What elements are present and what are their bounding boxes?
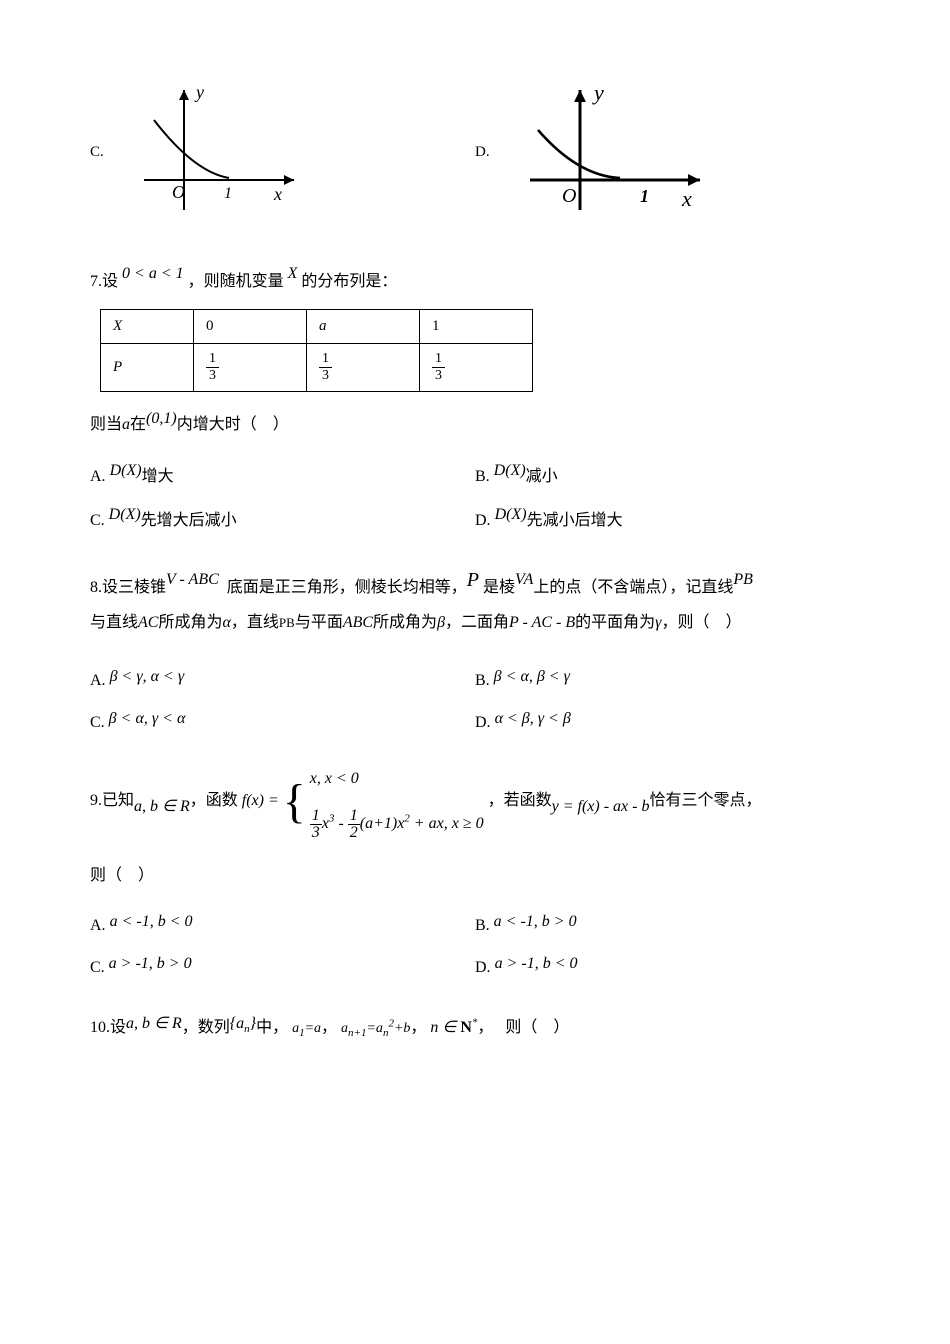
graph-c: O 1 x y	[124, 80, 304, 225]
graph-d: O 1 x y	[510, 80, 710, 225]
t-v-a: a	[307, 310, 420, 344]
q7-opt-d[interactable]: D. D(X)先减小后增大	[475, 506, 860, 530]
svg-text:x: x	[273, 184, 282, 204]
t-v-1: 1	[420, 310, 533, 344]
q9-num: 9.	[90, 792, 102, 809]
q8-stem: 8.设三棱锥V - ABC 底面是正三角形，侧棱长均相等，P 是棱VA上的点（不…	[90, 558, 860, 640]
q9-tail: 则（ ）	[90, 861, 860, 885]
q8-opt-d[interactable]: D. α < β, γ < β	[475, 710, 860, 732]
q9-piecewise: { x, x < 0 13x3 - 12(a+1)x2 + ax, x ≥ 0	[283, 760, 484, 843]
q7-X: X	[288, 265, 298, 282]
svg-text:x: x	[681, 186, 692, 211]
q7-stem: 7.设 0 < a < 1 ，则随机变量 X 的分布列是：	[90, 265, 860, 291]
t-p-0: 13	[194, 344, 307, 392]
q7-tail: 则当a在(0,1)内增大时（ ）	[90, 410, 860, 434]
q7-cond: 0 < a < 1	[122, 265, 184, 282]
q8-options: A. β < γ, α < γ B. β < α, β < γ C. β < α…	[90, 658, 860, 742]
q7-table: X 0 a 1 P 13 13 13	[100, 309, 533, 392]
q7-num: 7.	[90, 273, 102, 290]
q7-options: A. D(X)增大 B. D(X)减小 C. D(X)先增大后减小 D. D(X…	[90, 452, 860, 540]
q9-opt-c[interactable]: C. a > -1, b > 0	[90, 955, 475, 977]
svg-text:1: 1	[640, 186, 649, 206]
option-c-label: C.	[90, 144, 104, 161]
q7-opt-b[interactable]: B. D(X)减小	[475, 462, 860, 486]
q8-num: 8.	[90, 579, 102, 596]
option-d-label: D.	[475, 144, 490, 161]
q8-opt-b[interactable]: B. β < α, β < γ	[475, 668, 860, 690]
svg-text:1: 1	[224, 185, 232, 202]
t-p-1: 13	[307, 344, 420, 392]
svg-text:y: y	[194, 82, 204, 102]
q7-opt-a[interactable]: A. D(X)增大	[90, 462, 475, 486]
q9-opt-d[interactable]: D. a > -1, b < 0	[475, 955, 860, 977]
q10-stem: 10.设a, b ∈ R，数列{an}中， a1=a， an+1=an2+b， …	[90, 1013, 860, 1039]
q7-opt-c[interactable]: C. D(X)先增大后减小	[90, 506, 475, 530]
t-v-0: 0	[194, 310, 307, 344]
t-p-2: 13	[420, 344, 533, 392]
q10-num: 10.	[90, 1019, 110, 1036]
t-h-X: X	[101, 310, 194, 344]
q9-opt-b[interactable]: B. a < -1, b > 0	[475, 913, 860, 935]
svg-text:y: y	[592, 80, 604, 105]
q8-opt-a[interactable]: A. β < γ, α < γ	[90, 668, 475, 690]
q9-options: A. a < -1, b < 0 B. a < -1, b > 0 C. a >…	[90, 903, 860, 987]
svg-text:O: O	[172, 182, 185, 202]
svg-text:O: O	[562, 185, 576, 207]
q8-opt-c[interactable]: C. β < α, γ < α	[90, 710, 475, 732]
q9-stem: 9.已知a, b ∈ R，函数 f(x) = { x, x < 0 13x3 -…	[90, 760, 860, 843]
graph-options-row: C. O 1 x y D. O	[90, 80, 860, 225]
q9-opt-a[interactable]: A. a < -1, b < 0	[90, 913, 475, 935]
t-h-P: P	[101, 344, 194, 392]
